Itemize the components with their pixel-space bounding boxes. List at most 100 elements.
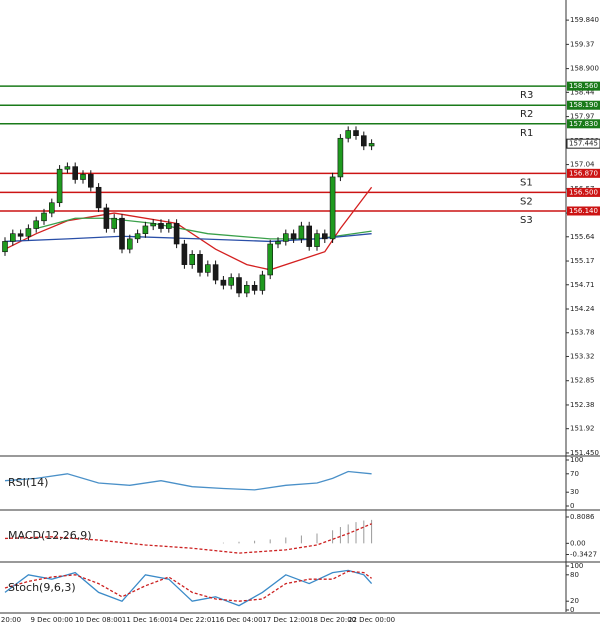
candle-body — [345, 130, 352, 139]
x-tick-label: 20:00 — [1, 616, 21, 624]
y-tick-label: 153.32 — [570, 352, 595, 360]
indicator-line — [4, 569, 373, 607]
candle-body — [80, 174, 86, 180]
candle-body — [2, 241, 8, 253]
candle-body — [282, 233, 289, 242]
level-label-box — [567, 187, 600, 197]
y-tick-label: 152.38 — [570, 401, 595, 409]
candle-body — [259, 274, 266, 291]
level-name: S3 — [520, 215, 533, 226]
candle-body — [298, 225, 305, 240]
candle-body — [181, 243, 188, 265]
candle-body — [212, 264, 219, 281]
candle-body — [127, 238, 133, 250]
y-tick-label: 155.17 — [570, 257, 595, 265]
y-tick-label: 157.04 — [570, 161, 595, 169]
y-tick-label: 159.840 — [570, 16, 599, 24]
candle-body — [119, 217, 125, 250]
candle-body — [267, 243, 274, 276]
y-tick-label: 153.78 — [570, 329, 595, 337]
y-tick-label: 151.450 — [570, 449, 599, 457]
candle-body — [173, 223, 180, 245]
x-tick-label: 11 Dec 16:00 — [122, 616, 169, 624]
last-price-box — [566, 138, 600, 149]
y-tick-label: 158.44 — [570, 88, 595, 96]
x-tick-label: 17 Dec 12:00 — [262, 616, 309, 624]
candle-body — [290, 233, 297, 240]
x-tick-label: 14 Dec 22:01 — [169, 616, 216, 624]
candle-body — [353, 130, 359, 136]
candle-body — [205, 264, 211, 273]
y-tick-label: 80 — [570, 571, 579, 579]
candle-body — [17, 233, 24, 237]
candle-body — [134, 233, 141, 240]
y-tick-label: 30 — [570, 488, 579, 496]
candle-body — [88, 174, 94, 188]
candle-body — [33, 220, 40, 229]
candle-body — [360, 135, 367, 147]
candle-body — [111, 217, 117, 229]
level-label-box — [567, 81, 600, 91]
candle-body — [244, 284, 250, 294]
candle-body — [314, 233, 320, 247]
level-label-box — [567, 100, 600, 110]
y-tick-label: 0.8086 — [570, 513, 595, 521]
candle-body — [368, 143, 375, 147]
candle-body — [251, 284, 258, 291]
level-label-box — [567, 206, 600, 216]
candle-body — [220, 279, 227, 286]
level-name: R2 — [520, 109, 533, 120]
level-name: S1 — [520, 177, 533, 188]
candle-body — [306, 225, 313, 247]
y-tick-label: 159.37 — [570, 40, 595, 48]
level-name: R1 — [520, 128, 533, 139]
y-tick-label: 152.85 — [570, 377, 595, 385]
candle-body — [337, 137, 344, 178]
candle-body — [275, 241, 281, 245]
candle-body — [103, 207, 110, 229]
candle-body — [228, 277, 234, 286]
level-label: 158.560 — [569, 82, 598, 90]
y-tick-label: 157.97 — [570, 113, 595, 121]
candle-body — [158, 223, 164, 229]
signal-line — [4, 523, 372, 554]
panel-title: Stoch(9,6,3) — [8, 581, 76, 594]
level-name: R3 — [520, 90, 533, 101]
panel-title: RSI(14) — [8, 476, 48, 489]
y-tick-label: 158.900 — [570, 65, 599, 73]
y-tick-label: 0.00 — [570, 539, 586, 547]
candle-body — [166, 223, 172, 229]
y-tick-label: 154.24 — [570, 305, 595, 313]
candle-body — [142, 225, 149, 234]
candle-body — [321, 233, 328, 240]
level-label: 156.140 — [569, 207, 598, 215]
candle-body — [150, 223, 156, 227]
candle-body — [236, 277, 242, 294]
y-tick-label: -0.3427 — [570, 551, 597, 559]
x-tick-label: 16 Dec 04:00 — [215, 616, 262, 624]
y-tick-label: 20 — [570, 597, 579, 605]
candle-body — [56, 168, 63, 204]
candle-body — [64, 166, 71, 170]
candle-body — [25, 228, 32, 237]
indicator-line — [4, 470, 372, 491]
candle-body — [72, 166, 78, 180]
candle-body — [95, 186, 102, 209]
level-label: 156.870 — [569, 169, 598, 177]
candle-body — [197, 254, 203, 273]
y-tick-label: 0 — [570, 606, 574, 614]
y-tick-label: 151.92 — [570, 425, 595, 433]
y-tick-label: 100 — [570, 562, 583, 570]
candle-body — [48, 202, 55, 214]
indicator-line — [4, 570, 372, 602]
level-name: S2 — [520, 196, 533, 207]
candle-body — [189, 254, 195, 265]
x-tick-label: 22 Dec 00:00 — [348, 616, 395, 624]
candle-body — [41, 212, 47, 222]
level-label-box — [567, 168, 600, 178]
last-price-label: 157.445 — [569, 140, 598, 148]
level-label: 156.500 — [569, 188, 598, 196]
x-tick-label: 9 Dec 00:00 — [30, 616, 73, 624]
panel-title: MACD(12,26,9) — [8, 529, 92, 542]
